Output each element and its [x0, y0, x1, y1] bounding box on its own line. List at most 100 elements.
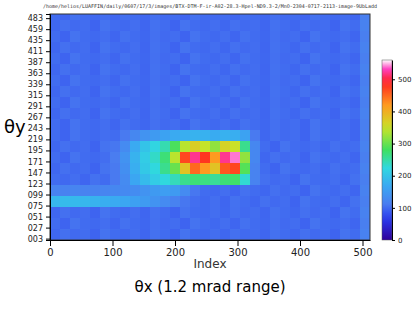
heatmap-cell — [240, 229, 250, 240]
heatmap-cell — [130, 196, 140, 207]
heatmap-cell — [250, 42, 260, 53]
heatmap-cell — [190, 97, 200, 108]
heatmap-cell — [220, 75, 230, 86]
x-axis-caption: θx (1.2 mrad range) — [134, 278, 285, 296]
heatmap-cell — [200, 64, 210, 75]
heatmap-cell — [240, 163, 250, 174]
x-tick-label: 100 — [103, 247, 122, 258]
heatmap-cell — [360, 185, 370, 196]
heatmap-cell — [280, 75, 290, 86]
heatmap-cell — [190, 75, 200, 86]
heatmap-cell — [280, 31, 290, 42]
heatmap-cell — [170, 229, 180, 240]
heatmap-cell — [210, 64, 220, 75]
heatmap-cell — [250, 64, 260, 75]
heatmap-cell — [110, 20, 120, 31]
heatmap-cell — [290, 163, 300, 174]
heatmap-cell — [70, 163, 80, 174]
heatmap-cell — [170, 130, 180, 141]
heatmap-cell — [360, 174, 370, 185]
heatmap-cell — [240, 152, 250, 163]
heatmap-cell — [100, 207, 110, 218]
heatmap-cell — [290, 229, 300, 240]
heatmap-cell — [120, 218, 130, 229]
heatmap-cell — [270, 42, 280, 53]
heatmap-cell — [310, 130, 320, 141]
heatmap-cell — [290, 196, 300, 207]
y-tick: 171 — [28, 158, 50, 167]
heatmap-cell — [350, 75, 360, 86]
heatmap-cell — [80, 119, 90, 130]
heatmap-cell — [110, 196, 120, 207]
heatmap-cell — [260, 152, 270, 163]
y-tick-mark — [46, 195, 50, 196]
heatmap-cell — [210, 14, 220, 20]
heatmap-cell — [80, 218, 90, 229]
heatmap-cell — [150, 163, 160, 174]
heatmap-cell — [130, 53, 140, 64]
heatmap-cell — [250, 163, 260, 174]
heatmap-cell — [50, 86, 60, 97]
y-tick-mark — [46, 51, 50, 52]
heatmap-cell — [200, 152, 210, 163]
heatmap-cell — [330, 64, 340, 75]
heatmap-cell — [310, 229, 320, 240]
x-axis-title: Index — [193, 257, 226, 271]
title: /home/helios/LUAFFIN/daily/0607/17/3/ima… — [43, 3, 377, 10]
heatmap-cell — [110, 130, 120, 141]
heatmap-cell — [220, 97, 230, 108]
heatmap-cell — [210, 152, 220, 163]
heatmap-cell — [350, 218, 360, 229]
heatmap-cell — [220, 20, 230, 31]
plot-background — [50, 14, 370, 240]
heatmap-cell — [310, 196, 320, 207]
y-tick-label: 483 — [28, 14, 43, 23]
heatmap-cell — [330, 130, 340, 141]
y-tick-mark — [46, 73, 50, 74]
heatmap-cell — [250, 196, 260, 207]
heatmap-cell — [110, 31, 120, 42]
heatmap-cell — [240, 20, 250, 31]
heatmap-cell — [330, 20, 340, 31]
heatmap-cell — [70, 108, 80, 119]
heatmap-cell — [310, 119, 320, 130]
heatmap-cell — [240, 14, 250, 20]
colorbar-tick-label: 400 — [398, 108, 411, 116]
heatmap-cell — [230, 64, 240, 75]
heatmap-cell — [340, 64, 350, 75]
heatmap-cell — [60, 119, 70, 130]
heatmap-cell — [280, 229, 290, 240]
heatmap-cell — [320, 31, 330, 42]
y-tick: 435 — [28, 36, 50, 45]
heatmap-cell — [80, 14, 90, 20]
heatmap-cell — [210, 163, 220, 174]
heatmap-cell — [210, 20, 220, 31]
heatmap-cell — [170, 163, 180, 174]
heatmap-cell — [150, 207, 160, 218]
heatmap-cell — [260, 20, 270, 31]
x-tick-label: 400 — [291, 247, 310, 258]
heatmap-cell — [320, 64, 330, 75]
y-tick-mark — [46, 62, 50, 63]
heatmap-cell — [270, 218, 280, 229]
heatmap-cell — [90, 64, 100, 75]
heatmap-cell — [310, 86, 320, 97]
heatmap-cell — [220, 174, 230, 185]
heatmap-cell — [280, 42, 290, 53]
heatmap-cell — [210, 31, 220, 42]
heatmap-cell — [70, 86, 80, 97]
y-tick-mark — [46, 117, 50, 118]
y-tick: 483 — [28, 14, 50, 23]
heatmap-cell — [300, 218, 310, 229]
heatmap-cell — [330, 174, 340, 185]
heatmap-cell — [70, 119, 80, 130]
heatmap-cell — [310, 185, 320, 196]
heatmap-cell — [220, 196, 230, 207]
y-tick-mark — [46, 139, 50, 140]
heatmap-cell — [170, 108, 180, 119]
heatmap-cell — [260, 130, 270, 141]
heatmap-cell — [190, 229, 200, 240]
heatmap-cell — [200, 75, 210, 86]
heatmap-cell — [330, 152, 340, 163]
heatmap-cell — [120, 130, 130, 141]
